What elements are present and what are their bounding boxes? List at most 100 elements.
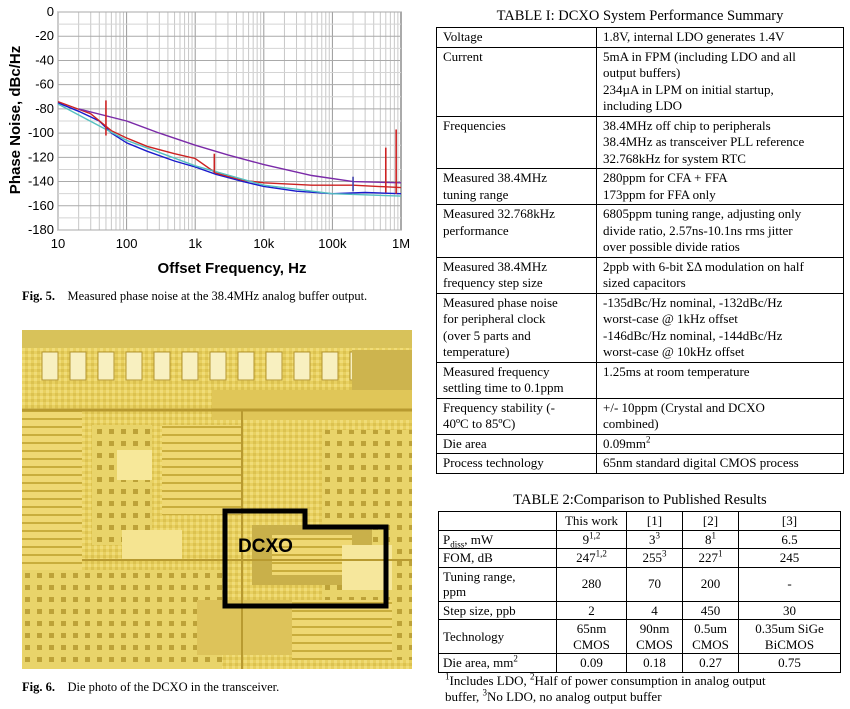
- y-tick-label: -180: [28, 222, 54, 237]
- table-row: Current 5mA in FPM (including LDO and all…: [436, 46, 844, 117]
- table-cell: 81: [682, 529, 739, 549]
- bond-pad: [209, 351, 227, 381]
- value-cell: 6805ppm tuning range, adjusting only divi…: [596, 204, 844, 258]
- parameter-cell: Measured frequency settling time to 0.1pp…: [436, 361, 597, 399]
- table-row: Process technology 65nm standard digital …: [436, 453, 844, 474]
- parameter-cell: Voltage: [436, 27, 597, 48]
- bond-pad: [293, 351, 311, 381]
- value-cell: 2ppb with 6-bit ΣΔ modulation on half siz…: [596, 256, 844, 294]
- table-cell: 2553: [626, 548, 683, 568]
- table-cell: 70: [626, 566, 683, 602]
- bond-pad: [265, 351, 283, 381]
- series-line: [57, 100, 402, 189]
- table-cell: 200: [682, 566, 739, 602]
- x-tick-label: 10: [51, 236, 65, 251]
- table-row: Tuning range, ppm 280 70 200 -: [438, 566, 841, 602]
- row-label-die-area: Die area, mm2: [438, 653, 557, 673]
- x-tick-label: 100k: [318, 236, 347, 251]
- table-cell: 91,2: [556, 529, 627, 549]
- performance-summary-table: Voltage 1.8V, internal LDO generates 1.4V…: [436, 27, 844, 474]
- table-cell: -: [738, 566, 841, 602]
- value-cell: 38.4MHz off chip to peripherals 38.4MHz a…: [596, 115, 844, 169]
- bond-pad: [237, 351, 255, 381]
- value-cell: 65nm standard digital CMOS process: [596, 453, 844, 474]
- y-tick-label: -60: [35, 77, 54, 92]
- table-row: Frequencies 38.4MHz off chip to periphera…: [436, 115, 844, 169]
- table-cell: 30: [738, 600, 841, 620]
- dcxo-outline: [222, 508, 389, 609]
- table-cell: 0.5um CMOS: [682, 619, 739, 654]
- table-row: Measured 32.768kHz performance 6805ppm tun…: [436, 204, 844, 258]
- table-header: [3]: [738, 511, 841, 531]
- table-header: This work: [556, 511, 627, 531]
- value-cell: +/- 10ppm (Crystal and DCXO combined): [596, 397, 844, 435]
- parameter-cell: Current: [436, 46, 597, 117]
- table-cell: 0.09: [556, 653, 627, 673]
- y-tick-label: 0: [47, 4, 54, 19]
- bond-pad: [181, 351, 199, 381]
- y-tick-label: -120: [28, 149, 54, 164]
- table-row: Frequency stability (- 40ºC to 85ºC) +/- 1…: [436, 397, 844, 435]
- series-line: [78, 108, 402, 184]
- value-cell: 1.25ms at room temperature: [596, 361, 844, 399]
- series-line: [57, 103, 402, 197]
- y-tick-label: -40: [35, 52, 54, 67]
- table-row: Voltage 1.8V, internal LDO generates 1.4V: [436, 27, 844, 48]
- table-cell: 2: [556, 600, 627, 620]
- row-label-technology: Technology: [438, 619, 557, 654]
- y-axis-label: Phase Noise, dBc/Hz: [7, 46, 24, 194]
- table-row: Measured frequency settling time to 0.1pp…: [436, 361, 844, 399]
- dcxo-label: DCXO: [238, 536, 293, 557]
- table-header: [1]: [626, 511, 683, 531]
- table-cell: 0.75: [738, 653, 841, 673]
- value-cell: 280ppm for CFA + FFA 173ppm for FFA only: [596, 168, 844, 205]
- table-cell: 245: [738, 548, 841, 568]
- table-cell: 33: [626, 529, 683, 549]
- table-row: Step size, ppb 2 4 450 30: [438, 600, 841, 620]
- comparison-table: This work [1] [2] [3] Pdiss, mW 91,2 33 …: [438, 511, 841, 673]
- table-row: This work [1] [2] [3]: [438, 511, 841, 531]
- table-cell: 2471,2: [556, 548, 627, 568]
- bond-pad: [153, 351, 171, 381]
- y-tick-label: -80: [35, 101, 54, 116]
- parameter-cell: Measured 38.4MHz tuning range: [436, 168, 597, 205]
- figure-5-caption-text: Measured phase noise at the 38.4MHz anal…: [67, 289, 368, 303]
- figure-6-caption-text: Die photo of the DCXO in the transceiver…: [67, 680, 280, 694]
- value-cell: -135dBc/Hz nominal, -132dBc/Hz worst-case…: [596, 292, 844, 363]
- bond-pad: [125, 351, 143, 381]
- table-cell: 280: [556, 566, 627, 602]
- parameter-cell: Measured phase noise for peripheral clock…: [436, 292, 597, 363]
- table-cell: 0.27: [682, 653, 739, 673]
- table-cell: 0.35um SiGe BiCMOS: [738, 619, 841, 654]
- y-tick-label: -160: [28, 198, 54, 213]
- bond-pad: [97, 351, 115, 381]
- value-cell: 5mA in FPM (including LDO and all output …: [596, 46, 844, 117]
- y-tick-label: -20: [35, 28, 54, 43]
- x-tick-label: 10k: [253, 236, 274, 251]
- row-label-fom: FOM, dB: [438, 548, 557, 568]
- row-label-step: Step size, ppb: [438, 600, 557, 620]
- table-row: Technology 65nm CMOS 90nm CMOS 0.5um CMOS 0…: [438, 619, 841, 654]
- table-row: Pdiss, mW 91,2 33 81 6.5: [438, 529, 841, 549]
- parameter-cell: Die area: [436, 433, 597, 454]
- row-label-tuning: Tuning range, ppm: [438, 566, 557, 602]
- parameter-cell: Process technology: [436, 453, 597, 474]
- phase-noise-chart: 10 100 1k 10k 100k 1M 0 -20 -40 -60 -80 -100 -120 -14…: [7, 4, 410, 277]
- table-cell: 65nm CMOS: [556, 619, 627, 654]
- parameter-cell: Frequencies: [436, 115, 597, 169]
- x-tick-label: 100: [116, 236, 138, 251]
- table-row: Measured phase noise for peripheral clock…: [436, 292, 844, 363]
- y-tick-label: -140: [28, 174, 54, 189]
- table-cell: [438, 511, 557, 531]
- table-2-title: TABLE 2:Comparison to Published Results: [513, 492, 767, 508]
- x-tick-label: 1M: [392, 236, 410, 251]
- table-cell: 2271: [682, 548, 739, 568]
- value-cell: 1.8V, internal LDO generates 1.4V: [596, 27, 844, 48]
- table-2-footnote: 1Includes LDO, 2Half of power consumptio…: [445, 671, 766, 704]
- figure-5-caption: Fig. 5. Measured phase noise at the 38.4…: [22, 289, 414, 304]
- table-1-title: TABLE I: DCXO System Performance Summary: [496, 8, 784, 24]
- table-cell: 90nm CMOS: [626, 619, 683, 654]
- table-cell: 0.18: [626, 653, 683, 673]
- row-label-pdiss: Pdiss, mW: [438, 529, 557, 549]
- table-row: FOM, dB 2471,2 2553 2271 245: [438, 548, 841, 568]
